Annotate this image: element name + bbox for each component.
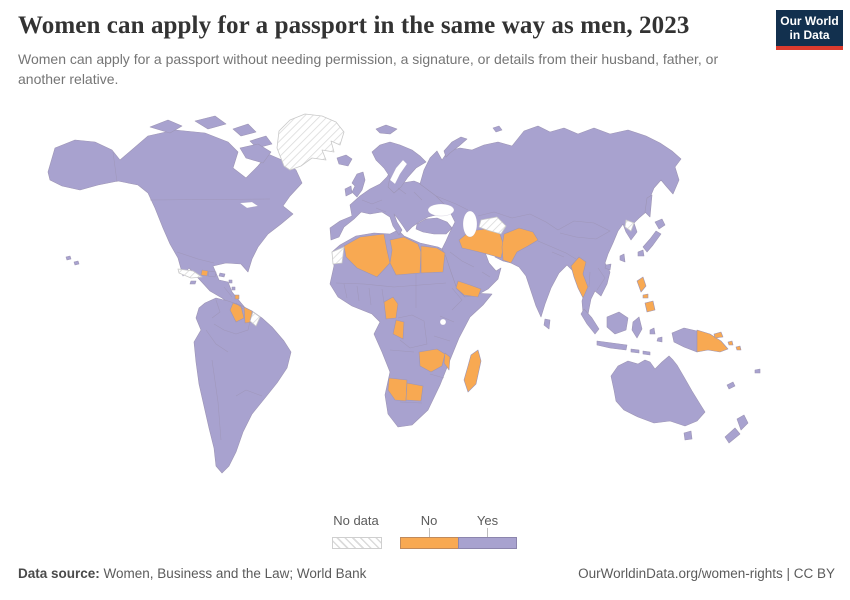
island-lesser-sunda-2[interactable] [642,350,651,356]
legend-swatch-no-data[interactable] [332,537,382,549]
island-taiwan[interactable] [619,253,626,263]
landmass-arctic-island-2[interactable] [194,115,227,130]
landmass-baffin-island[interactable] [239,143,272,164]
legend-label-no: No [420,513,438,528]
island-new-caledonia[interactable] [726,381,736,390]
island-antilles-1[interactable] [228,279,233,284]
owid-logo-line1: Our World [780,13,839,28]
island-moluccas-1[interactable] [649,327,656,335]
region-north-korea[interactable] [624,219,635,232]
landmass-europe[interactable] [329,169,447,241]
owid-logo-line2: in Data [789,28,830,42]
data-source-label: Data source: [18,566,100,581]
country-png-new-britain[interactable] [713,331,724,339]
country-papua-new-guinea[interactable] [696,329,729,353]
region-turkmenistan[interactable] [478,216,507,235]
island-tasmania[interactable] [683,430,693,441]
landmass-arctic-island-1[interactable] [149,119,183,134]
island-moluccas-2[interactable] [656,336,663,343]
region-cuba[interactable] [177,268,203,279]
chart-subtitle: Women can apply for a passport without n… [18,50,719,88]
country-new-zealand-south[interactable] [724,427,741,444]
country-yemen[interactable] [455,280,482,298]
island-hawaii-1[interactable] [65,255,72,261]
legend-label-yes: Yes [476,513,499,528]
country-indonesia-java[interactable] [596,340,628,351]
owid-logo[interactable]: Our World in Data [776,10,843,50]
data-source: Data source: Women, Business and the Law… [18,566,366,581]
caspian-sea [462,210,478,238]
country-turkey[interactable] [415,217,453,235]
island-lesser-sunda-1[interactable] [630,348,640,354]
country-philippines-visayas[interactable] [642,293,649,299]
country-trinidad[interactable] [234,294,240,300]
country-iceland[interactable] [336,154,353,167]
country-ireland[interactable] [344,185,353,197]
island-hawaii-2[interactable] [73,260,80,266]
country-jamaica[interactable] [189,280,197,285]
region-western-sahara[interactable] [331,246,345,265]
country-congo[interactable] [392,319,405,340]
island-puerto-rico[interactable] [218,272,226,278]
country-cameroon[interactable] [383,296,399,320]
page-title: Women can apply for a passport in the sa… [18,12,690,39]
country-indonesia-west-new-guinea[interactable] [671,327,698,353]
chart-header: Women can apply for a passport in the sa… [18,12,768,89]
country-guyana[interactable] [229,302,245,323]
country-egypt[interactable] [420,245,446,274]
island-novaya-zemlya[interactable] [443,136,468,158]
country-sri-lanka[interactable] [543,318,551,330]
landmass-north-america[interactable] [47,129,303,316]
baltic-sea [389,159,408,185]
landmass-eurasia[interactable] [419,125,682,321]
black-sea [427,203,455,217]
footer-link[interactable]: OurWorldinData.org/women-rights | CC BY [578,566,835,581]
country-haiti[interactable] [200,269,209,277]
country-japan-kyushu[interactable] [637,249,645,257]
island-svalbard[interactable] [375,124,398,135]
country-namibia[interactable] [387,377,408,402]
island-hainan[interactable] [604,263,612,271]
data-source-text: Women, Business and the Law; World Bank [99,566,367,581]
legend-tick-yes [487,528,488,537]
island-fiji[interactable] [754,368,761,374]
country-japan-hokkaido[interactable] [654,218,666,230]
country-japan-honshu[interactable] [642,230,662,253]
country-myanmar[interactable] [570,256,589,299]
country-dominican-republic[interactable] [207,270,217,278]
country-indonesia-sulawesi[interactable] [631,316,643,339]
island-franz-josef[interactable] [492,125,503,133]
legend-swatch-yes[interactable] [458,537,517,549]
landmass-arctic-island-3[interactable] [232,123,257,137]
region-greenland[interactable] [276,113,345,171]
country-botswana[interactable] [405,382,424,402]
legend-label-no-data: No data [333,513,379,528]
country-philippines-luzon[interactable] [636,276,647,293]
landmass-south-america[interactable] [193,297,292,474]
legend-swatch-no[interactable] [400,537,458,549]
country-solomon-islands-1[interactable] [727,340,734,346]
country-united-kingdom[interactable] [351,171,366,198]
country-new-zealand-north[interactable] [736,414,749,431]
country-malawi[interactable] [443,352,451,371]
country-australia[interactable] [610,355,706,427]
country-solomon-islands-2[interactable] [735,345,742,351]
country-zambia[interactable] [418,348,446,373]
country-pakistan[interactable] [501,227,539,264]
region-french-guiana[interactable] [249,311,261,327]
island-antilles-2[interactable] [231,286,236,291]
great-lakes [239,201,259,209]
island-sakhalin[interactable] [644,194,653,218]
legend-tick-no [429,528,430,537]
country-borders [112,151,611,441]
lake-victoria [439,318,447,326]
country-philippines-mindanao[interactable] [644,300,656,313]
country-madagascar[interactable] [463,349,482,393]
country-indonesia-sumatra[interactable] [580,308,600,335]
country-indonesia-borneo[interactable] [606,311,629,335]
country-libya[interactable] [389,236,422,276]
